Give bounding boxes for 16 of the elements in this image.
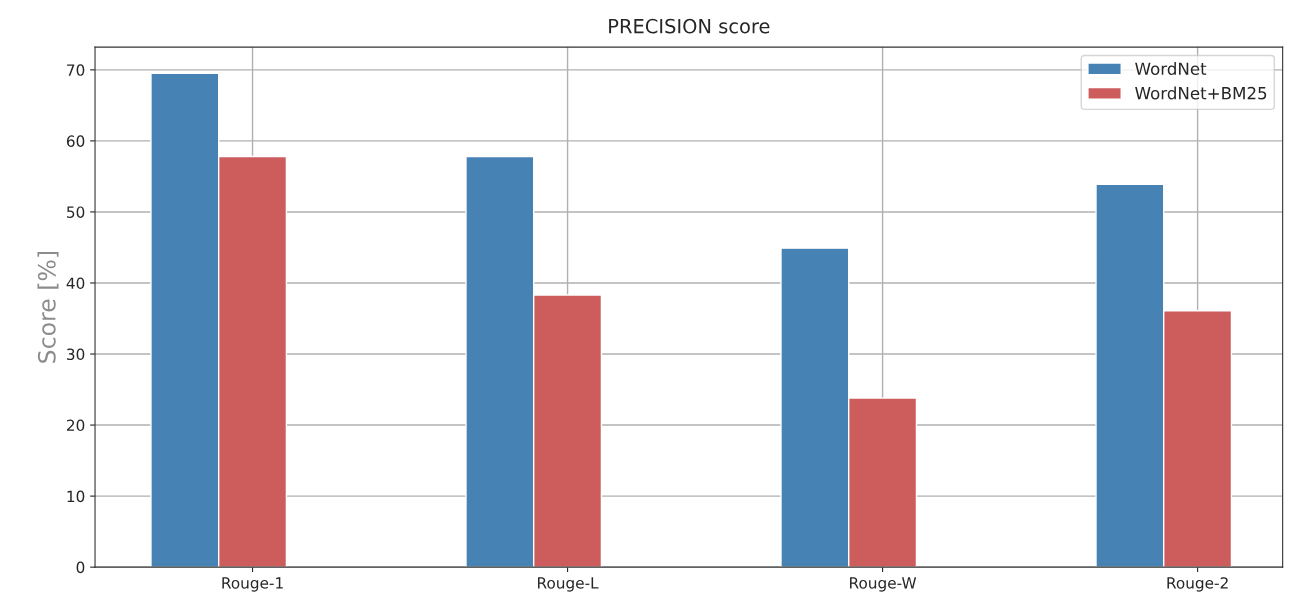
- y-tick-label: 0: [76, 561, 85, 574]
- y-tick-label: 30: [67, 348, 85, 361]
- y-axis-title: Score [%]: [37, 251, 59, 363]
- x-tick-label: Rouge-W: [850, 577, 917, 592]
- legend-label: WordNet: [1135, 62, 1207, 76]
- y-tick-label: 50: [67, 206, 85, 218]
- y-tick-label: 40: [66, 277, 85, 289]
- x-tick-label: Rouge-L: [538, 577, 599, 592]
- chart-title: PRECISION score: [609, 18, 770, 34]
- x-tick-label: Rouge-1: [222, 577, 283, 592]
- x-tick-label: Rouge-2: [1167, 577, 1228, 592]
- legend-label: WordNet+BM25: [1135, 86, 1267, 100]
- y-tick-label: 60: [66, 135, 85, 147]
- y-tick-label: 70: [67, 64, 85, 76]
- y-tick-label: 20: [66, 419, 85, 432]
- y-tick-label: 10: [67, 490, 85, 503]
